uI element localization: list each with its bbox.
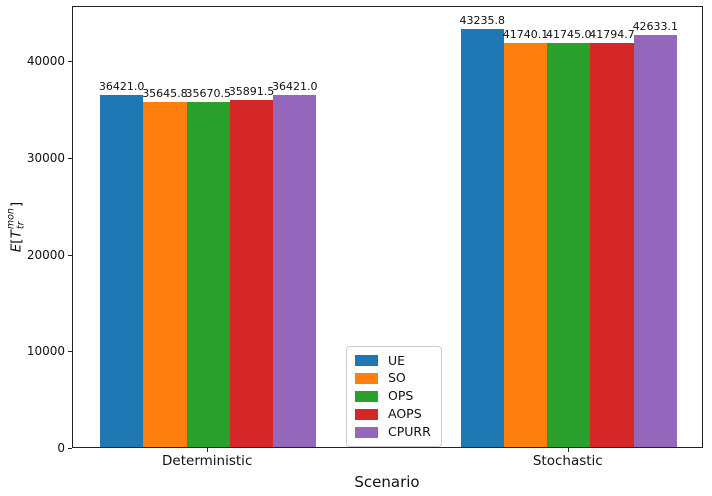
- x-tick-label-deterministic: Deterministic: [162, 453, 253, 469]
- bar-ue-stochastic: [460, 28, 504, 447]
- y-tick-mark: [68, 157, 72, 159]
- x-axis-label: Scenario: [354, 473, 420, 491]
- legend-label: AOPS: [388, 406, 422, 422]
- bar-cpurr-deterministic: [273, 94, 317, 447]
- y-tick-label: 30000: [26, 150, 65, 165]
- bar-so-deterministic: [143, 102, 187, 447]
- ylabel-subscript: tr: [16, 221, 27, 230]
- x-tick-mark: [207, 448, 209, 452]
- y-tick-label: 10000: [26, 344, 65, 359]
- bar-value-label: 36421.0: [98, 79, 145, 93]
- legend-swatch-icon: [355, 408, 378, 420]
- bar-ops-deterministic: [186, 102, 230, 447]
- legend-label: SO: [388, 370, 406, 386]
- ylabel-scripts: mon tr: [6, 208, 28, 230]
- ylabel-close-bracket: ]: [9, 201, 25, 208]
- y-tick-mark: [68, 448, 72, 449]
- bar-value-label: 41794.7: [589, 27, 635, 41]
- bar-value-label: 35670.5: [185, 87, 231, 101]
- x-tick-label-stochastic: Stochastic: [532, 453, 603, 469]
- legend-row-ops: OPS: [355, 388, 431, 406]
- bar-value-label: 43235.8: [459, 13, 505, 27]
- bar-value-label: 35891.5: [228, 84, 275, 98]
- ylabel-open-bracket: [: [9, 238, 25, 244]
- bar-value-label: 35645.8: [142, 87, 188, 101]
- bar-cpurr-stochastic: [633, 34, 677, 447]
- y-tick-mark: [68, 254, 72, 256]
- legend-row-cpurr: CPURR: [355, 423, 431, 441]
- y-tick-mark: [68, 61, 72, 63]
- bars-layer: 36421.0 35645.8 35670.5 35891.5 36421.0 43235…: [73, 7, 702, 447]
- legend-swatch-icon: [355, 355, 378, 367]
- bar-value-label: 41745.0: [546, 28, 592, 42]
- bar-ops-stochastic: [547, 43, 591, 447]
- bar-value-label: 36421.0: [272, 79, 318, 93]
- legend-swatch-icon: [355, 373, 378, 385]
- y-tick-label: 40000: [26, 54, 65, 69]
- legend-swatch-icon: [355, 390, 378, 402]
- bar-aops-stochastic: [590, 42, 634, 447]
- bar-value-label: 41740.1: [502, 28, 549, 42]
- legend-swatch-icon: [355, 426, 378, 438]
- legend-label: CPURR: [388, 423, 431, 439]
- y-tick-label: 0: [57, 441, 65, 455]
- legend-row-ue: UE: [355, 352, 431, 370]
- x-tick-mark: [567, 448, 569, 452]
- legend-row-aops: AOPS: [355, 405, 431, 423]
- bar-so-stochastic: [503, 43, 548, 447]
- bar-value-label: 42633.1: [632, 19, 679, 33]
- legend: UE SO OPS AOPS CPURR: [346, 346, 442, 447]
- legend-label: UE: [388, 352, 406, 368]
- plot-area: 36421.0 35645.8 35670.5 35891.5 36421.0 43235…: [72, 6, 703, 448]
- bar-aops-deterministic: [229, 99, 274, 447]
- ylabel-var-t: T: [9, 230, 25, 239]
- y-tick-label: 20000: [26, 247, 65, 262]
- legend-label: OPS: [388, 388, 414, 404]
- bar-ue-deterministic: [100, 94, 144, 447]
- y-tick-mark: [68, 351, 72, 353]
- legend-row-so: SO: [355, 370, 431, 388]
